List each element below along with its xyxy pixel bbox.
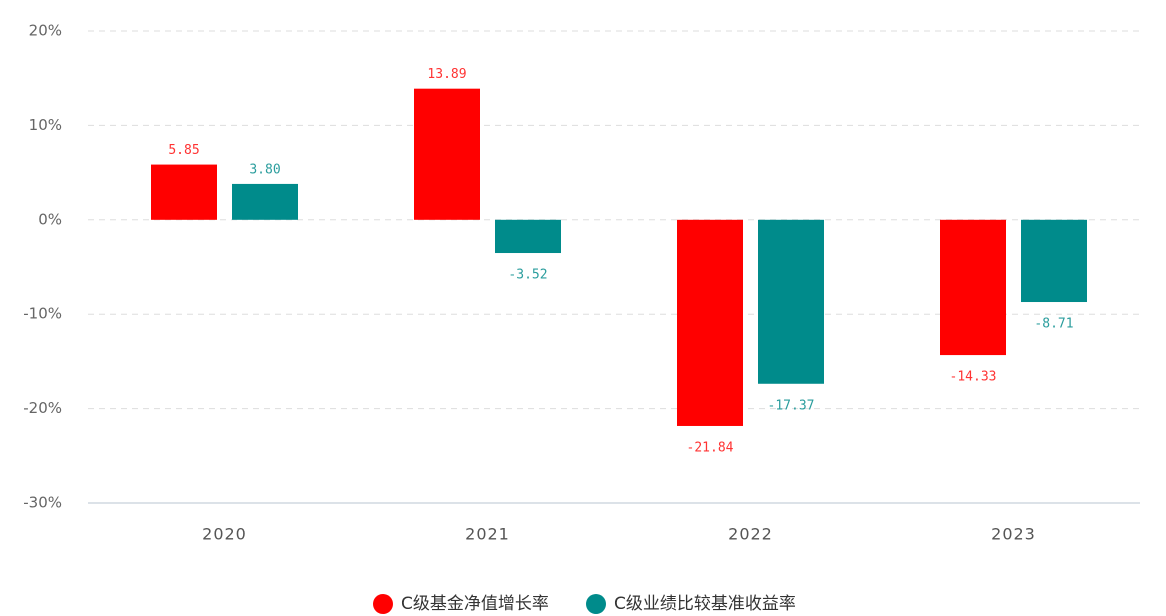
bar bbox=[151, 164, 217, 220]
bar bbox=[1021, 219, 1087, 303]
x-tick-label: 2021 bbox=[465, 525, 510, 544]
legend-swatch bbox=[373, 594, 393, 614]
value-label: -21.84 bbox=[687, 440, 734, 455]
bar bbox=[758, 219, 824, 384]
value-label: -8.71 bbox=[1034, 317, 1073, 332]
value-label: 5.85 bbox=[168, 143, 199, 158]
bar bbox=[677, 219, 743, 426]
bar bbox=[495, 219, 561, 254]
value-label: -3.52 bbox=[508, 268, 547, 283]
value-label: -17.37 bbox=[768, 398, 815, 413]
y-tick-label: -30% bbox=[23, 494, 62, 512]
bar bbox=[232, 183, 298, 220]
bar bbox=[414, 88, 480, 220]
legend-label: C级业绩比较基准收益率 bbox=[614, 594, 796, 614]
y-tick-label: 0% bbox=[38, 210, 62, 228]
value-label: -14.33 bbox=[950, 370, 997, 385]
x-tick-label: 2023 bbox=[991, 525, 1036, 544]
x-tick-label: 2022 bbox=[728, 525, 773, 544]
legend-label: C级基金净值增长率 bbox=[401, 594, 549, 614]
legend-swatch bbox=[586, 594, 606, 614]
y-tick-label: 10% bbox=[29, 116, 62, 134]
value-label: 13.89 bbox=[427, 67, 466, 82]
value-label: 3.80 bbox=[249, 162, 280, 177]
y-tick-label: 20% bbox=[29, 22, 62, 40]
bar bbox=[940, 219, 1006, 356]
y-tick-label: -20% bbox=[23, 399, 62, 417]
y-tick-label: -10% bbox=[23, 305, 62, 323]
x-tick-label: 2020 bbox=[202, 525, 247, 544]
